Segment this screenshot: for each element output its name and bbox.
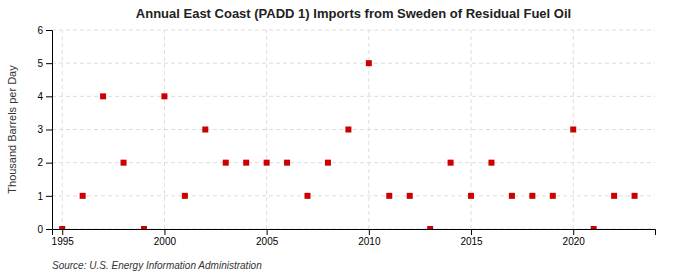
- y-tick-label: 3: [37, 124, 43, 135]
- point: [488, 160, 494, 166]
- point: [407, 193, 413, 199]
- grid-line-y: [52, 195, 655, 196]
- x-axis-line: [53, 230, 656, 236]
- grid-line-y: [52, 30, 655, 31]
- point: [570, 127, 576, 133]
- point: [468, 193, 474, 199]
- point: [80, 193, 86, 199]
- x-tick-label: 1995: [52, 236, 75, 247]
- point: [591, 226, 597, 229]
- x-tick: 2000: [154, 229, 177, 247]
- point: [182, 193, 188, 199]
- point: [264, 160, 270, 166]
- y-tick: 4: [37, 91, 52, 102]
- point: [325, 160, 331, 166]
- y-tick: 3: [37, 124, 52, 135]
- x-tick-mark: [471, 229, 472, 235]
- x-tick-mark: [164, 229, 165, 235]
- x-tick: 2005: [256, 229, 279, 247]
- point: [223, 160, 229, 166]
- x-tick: 2020: [563, 229, 586, 247]
- x-tick-mark: [573, 229, 574, 235]
- x-tick-mark: [267, 229, 268, 235]
- point: [345, 127, 351, 133]
- grid-line-y: [52, 162, 655, 163]
- y-tick-label: 5: [37, 58, 43, 69]
- y-tick: 1: [37, 191, 52, 202]
- point: [121, 160, 127, 166]
- x-tick-label: 2020: [563, 236, 586, 247]
- y-tick: 2: [37, 157, 52, 168]
- annotation: Source: U.S. Energy Information Administ…: [52, 260, 262, 271]
- x-tick-mark: [369, 229, 370, 235]
- x-axis: 1995 2000 2005 2010 2015 2020: [52, 229, 656, 247]
- grid: [52, 30, 655, 229]
- points: [59, 60, 637, 229]
- y-axis-line: [46, 31, 53, 230]
- chart: 1995 2000 2005 2010 2015 2020 0 1 2 3 4 5 6 Annual Ea…: [0, 0, 675, 275]
- x-tick: 2015: [460, 229, 483, 247]
- grid-line-x: [266, 30, 267, 229]
- y-tick-mark: [46, 229, 52, 230]
- point: [529, 193, 535, 199]
- point: [161, 93, 167, 99]
- y-axis-title: Thousand Barrels per Day: [6, 65, 18, 194]
- grid-line-x: [471, 30, 472, 229]
- y-axis: 0 1 2 3 4 5 6: [37, 25, 52, 235]
- y-tick-label: 4: [37, 91, 43, 102]
- x-tick-label: 2010: [358, 236, 381, 247]
- point: [448, 160, 454, 166]
- grid-line-y: [52, 63, 655, 64]
- point: [509, 193, 515, 199]
- y-tick-mark: [46, 130, 52, 131]
- x-tick-label: 2000: [154, 236, 177, 247]
- grid-line-y: [52, 129, 655, 130]
- y-tick-label: 2: [37, 157, 43, 168]
- point: [427, 226, 433, 229]
- point: [284, 160, 290, 166]
- y-tick-mark: [46, 196, 52, 197]
- y-tick-label: 0: [37, 224, 43, 235]
- x-tick-label: 2005: [256, 236, 279, 247]
- y-tick-label: 1: [37, 191, 43, 202]
- x-tick-label: 2015: [460, 236, 483, 247]
- y-tick-mark: [46, 96, 52, 97]
- point: [243, 160, 249, 166]
- point: [366, 60, 372, 66]
- y-tick: 0: [37, 224, 52, 235]
- point: [202, 127, 208, 133]
- grid-line-y: [52, 96, 655, 97]
- point: [305, 193, 311, 199]
- point: [632, 193, 638, 199]
- point: [386, 193, 392, 199]
- x-tick-mark: [62, 229, 63, 235]
- x-tick: 2010: [358, 229, 381, 247]
- x-tick: 1995: [52, 229, 75, 247]
- point: [100, 93, 106, 99]
- y-tick: 6: [37, 25, 52, 36]
- y-tick: 5: [37, 58, 52, 69]
- title: Annual East Coast (PADD 1) Imports from …: [136, 6, 571, 21]
- point: [611, 193, 617, 199]
- point: [141, 226, 147, 229]
- y-tick-mark: [46, 163, 52, 164]
- point: [59, 226, 65, 229]
- y-tick-mark: [46, 63, 52, 64]
- point: [550, 193, 556, 199]
- y-tick-label: 6: [37, 25, 43, 36]
- y-tick-mark: [46, 30, 52, 31]
